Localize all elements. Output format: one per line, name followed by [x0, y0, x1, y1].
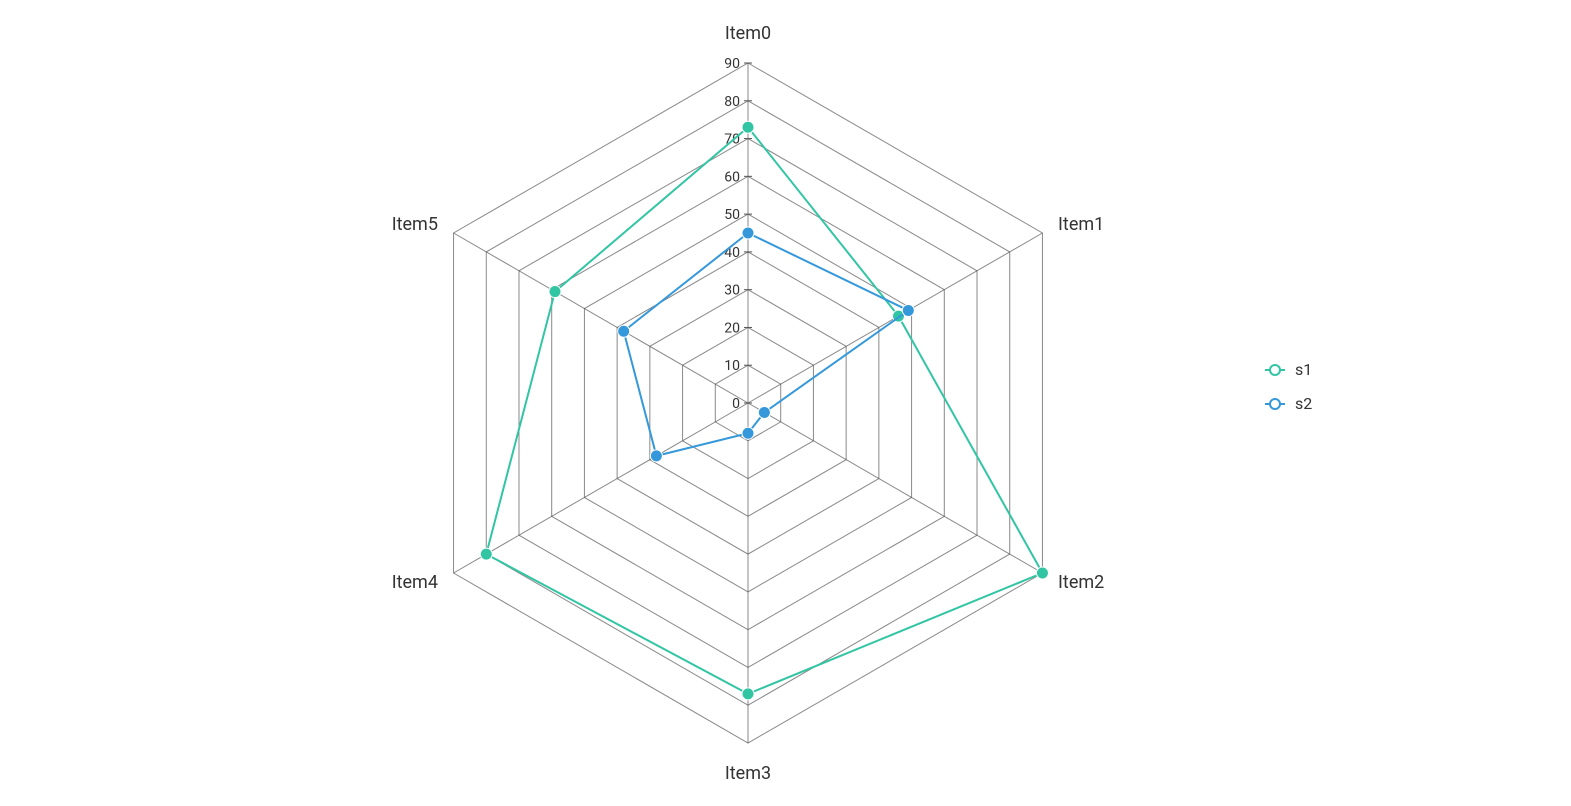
legend-marker [1270, 365, 1280, 375]
series-marker [742, 688, 754, 700]
tick-label: 30 [724, 283, 740, 299]
tick-label: 90 [724, 56, 740, 72]
tick-label: 60 [724, 169, 740, 185]
series-line [624, 233, 909, 456]
legend: s1 s2 [1265, 360, 1312, 413]
tick-label: 10 [724, 358, 740, 374]
axis-label: Item5 [392, 214, 438, 235]
axis-label: Item4 [392, 572, 438, 593]
tick-label: 0 [732, 396, 740, 412]
tick-label: 40 [724, 245, 740, 261]
spoke [454, 233, 748, 403]
axis-label: Item0 [725, 23, 771, 44]
legend-marker [1270, 399, 1280, 409]
series-marker [742, 427, 754, 439]
axis-label: Item1 [1058, 214, 1104, 235]
radar-chart-svg: Item0 Item1 Item2 Item3 Item4 Item5 0 10 20 30 40 5… [0, 0, 1571, 806]
tick-label: 80 [724, 94, 740, 110]
series-marker [1036, 567, 1048, 579]
series-group [480, 121, 1048, 700]
tick-label: 20 [724, 320, 740, 336]
spoke [748, 403, 1042, 573]
radar-chart-container: Item0 Item1 Item2 Item3 Item4 Item5 0 10 20 30 40 5… [0, 0, 1571, 806]
series-marker [618, 325, 630, 337]
spoke [454, 403, 748, 573]
tick-label: 50 [724, 207, 740, 223]
series-marker [902, 304, 914, 316]
series-marker [549, 286, 561, 298]
series-marker [758, 406, 770, 418]
legend-label[interactable]: s2 [1295, 394, 1312, 413]
axis-label: Item2 [1058, 572, 1104, 593]
axis-label: Item3 [725, 763, 771, 784]
legend-label[interactable]: s1 [1295, 360, 1312, 379]
series-marker [742, 227, 754, 239]
series-marker [650, 450, 662, 462]
series-marker [480, 548, 492, 560]
series-marker [742, 121, 754, 133]
